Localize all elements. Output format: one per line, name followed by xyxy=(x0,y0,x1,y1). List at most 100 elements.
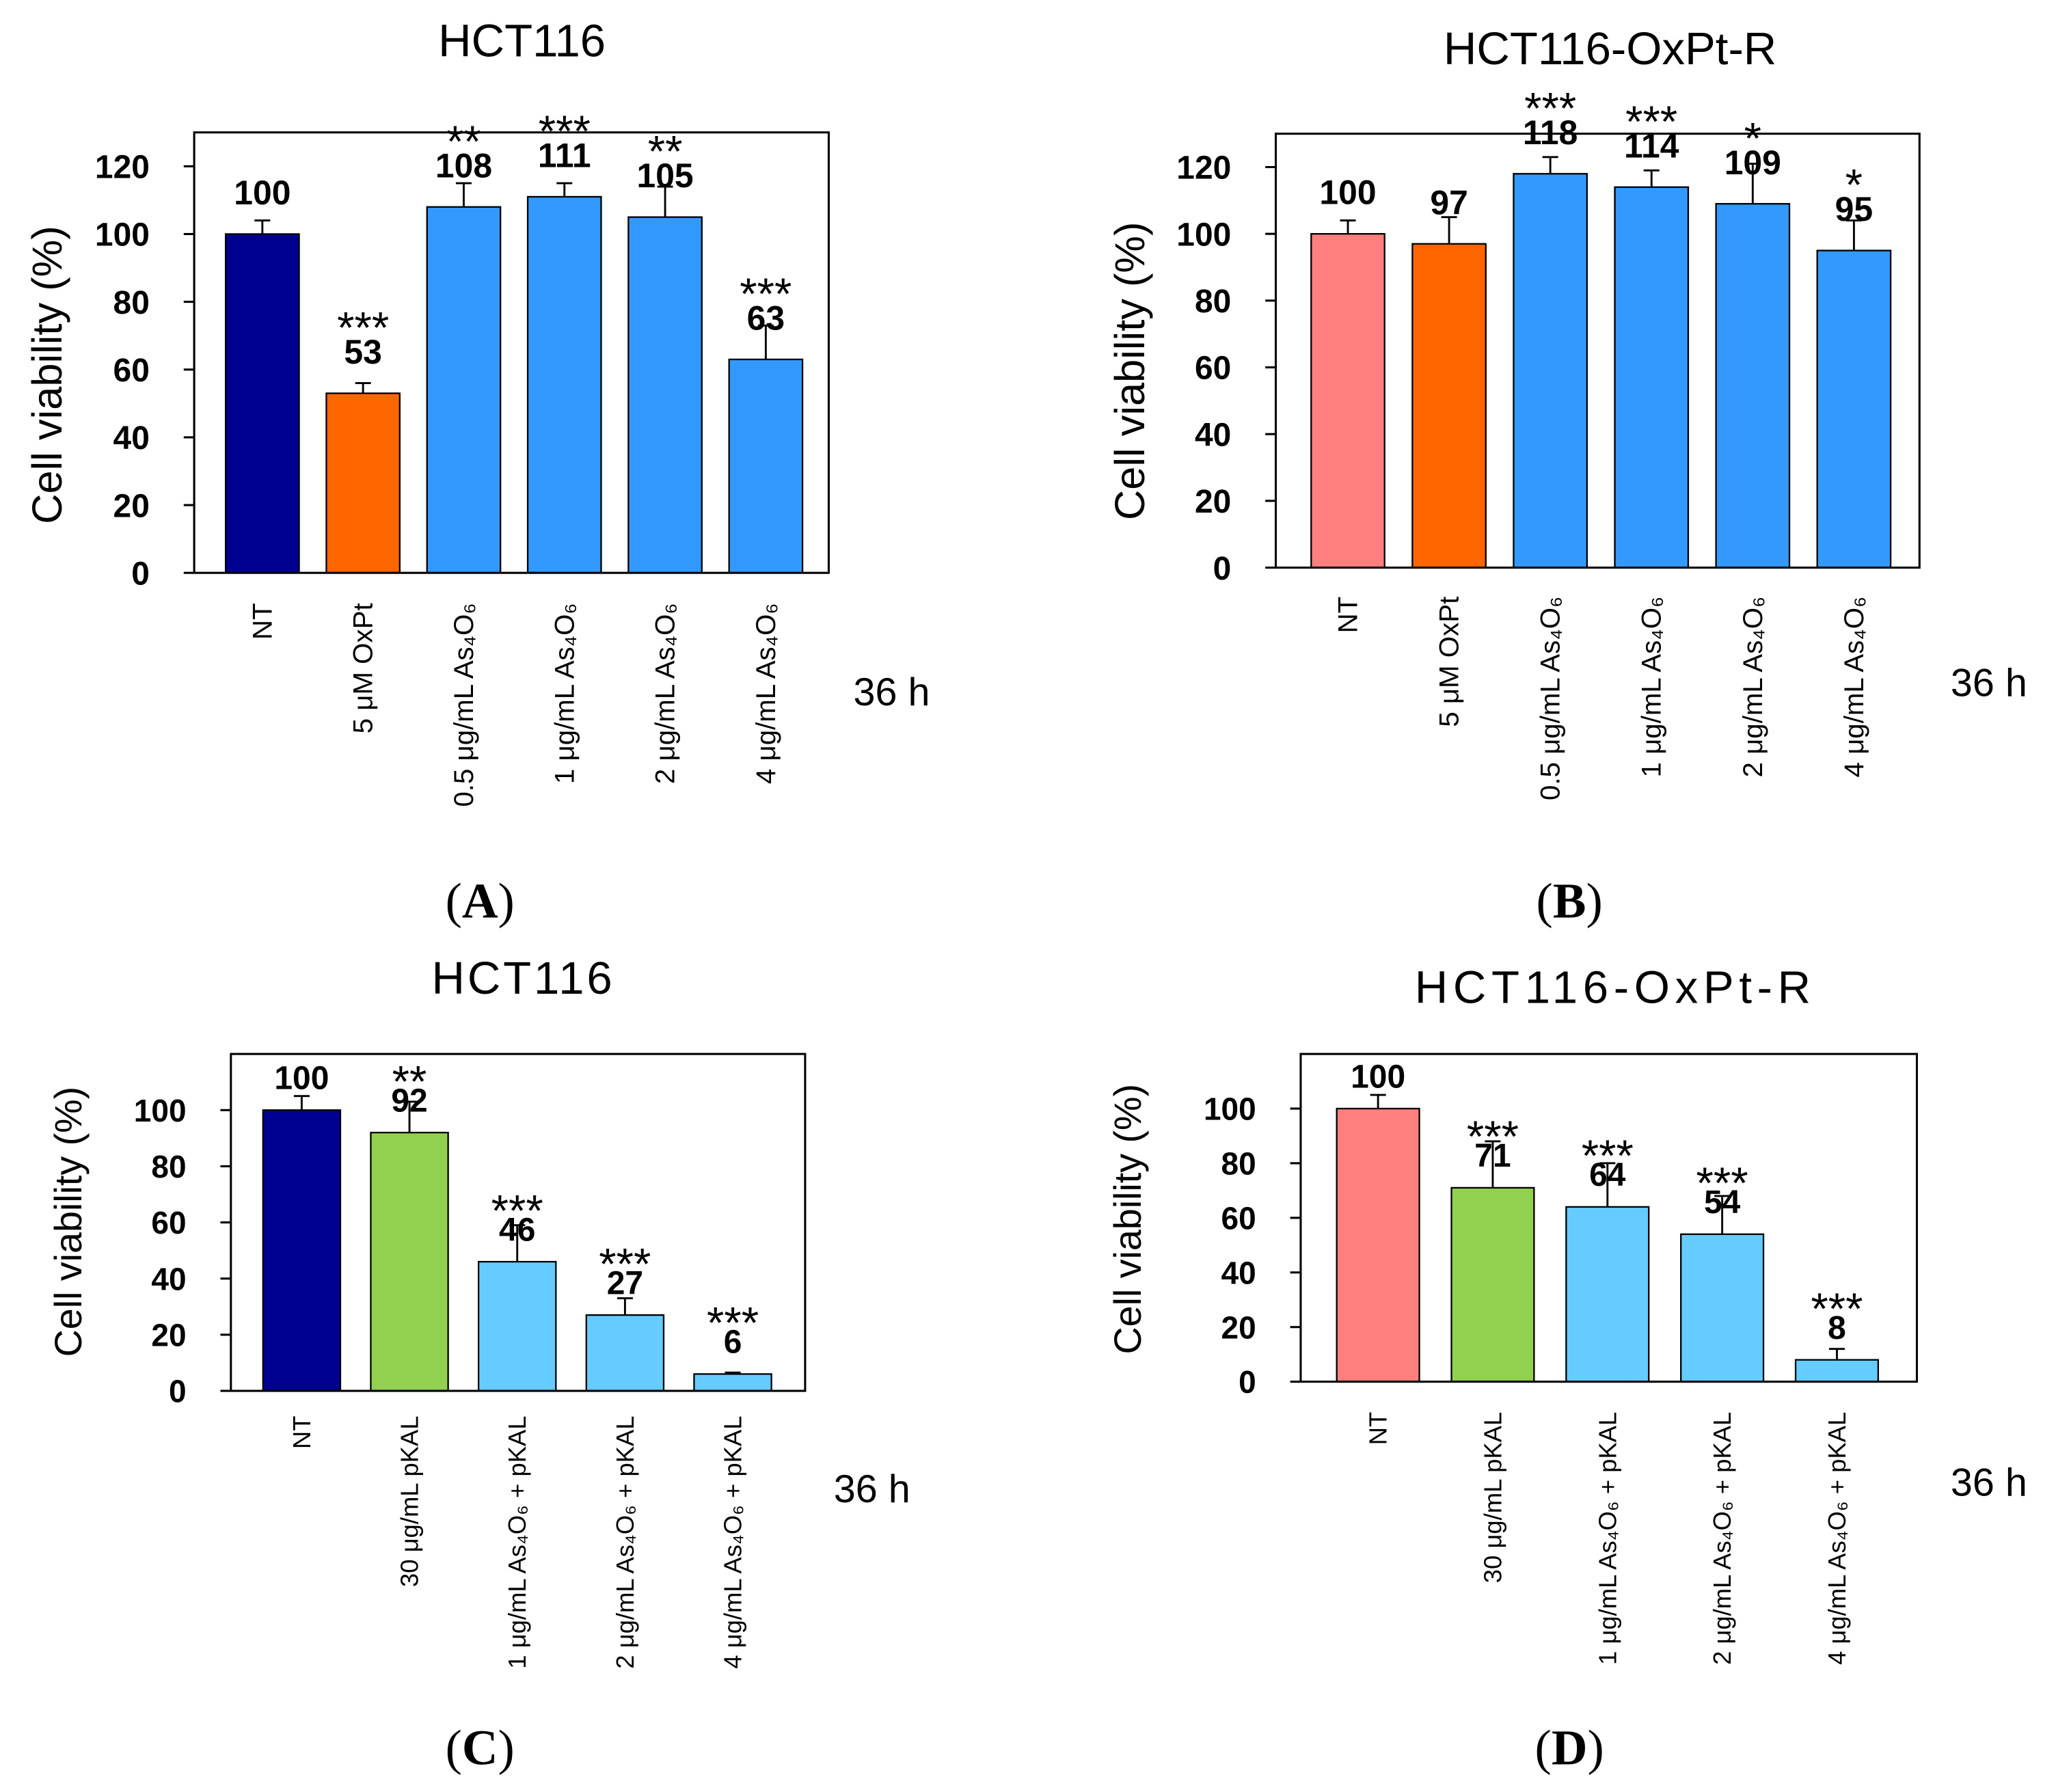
bar-1 xyxy=(262,1109,342,1392)
bar-1 xyxy=(1310,233,1385,569)
significance-stars: *** xyxy=(337,303,389,353)
significance-stars: *** xyxy=(740,269,792,318)
value-label: 118 xyxy=(1523,113,1578,152)
value-label: 97 xyxy=(1430,183,1467,221)
significance-stars: ** xyxy=(392,1057,427,1107)
panel-label-open: ( xyxy=(446,1720,462,1776)
y-tick-label: 100 xyxy=(1176,217,1231,253)
error-bar xyxy=(254,219,271,234)
significance-stars: ** xyxy=(446,116,481,166)
y-tick-label: 80 xyxy=(1221,1146,1256,1182)
value-label: 100 xyxy=(1351,1059,1405,1095)
value-label: 100 xyxy=(1319,174,1376,212)
bar-2 xyxy=(1450,1186,1535,1383)
y-tick-label: 60 xyxy=(1221,1200,1256,1236)
error-bar xyxy=(455,182,472,207)
category-label: NT xyxy=(1364,1412,1392,1445)
bar-4 xyxy=(1614,186,1690,569)
y-tick-label: 100 xyxy=(1204,1091,1256,1127)
value-label: 64 xyxy=(1589,1157,1626,1193)
significance-stars: ** xyxy=(648,126,683,176)
bar-4 xyxy=(1680,1233,1765,1383)
panel-label-letter: B xyxy=(1553,873,1586,929)
category-label: NT xyxy=(288,1416,316,1450)
panel-label: (C) xyxy=(446,1720,515,1776)
bar-3 xyxy=(1513,173,1588,569)
error-bar xyxy=(757,324,774,359)
value-label: 8 xyxy=(1828,1310,1846,1346)
y-tick-label: 80 xyxy=(113,285,150,321)
error-bar xyxy=(293,1095,310,1111)
category-label: 2 μg/mL As₄O₆ xyxy=(650,603,681,784)
category-label: NT xyxy=(1333,597,1364,634)
category-label: 2 μg/mL As₄O₆ xyxy=(1737,597,1768,778)
bar-3 xyxy=(1565,1206,1650,1383)
y-axis-label: Cell viability (%) xyxy=(1107,1084,1149,1355)
chart-panel-3: HCT116 Cell viability (%) 100 NT 92** 30 μg/m… xyxy=(47,953,910,1669)
error-bar xyxy=(1370,1094,1386,1109)
significance-stars: * xyxy=(1744,113,1761,163)
panel-label-close: ) xyxy=(498,873,515,929)
error-bar xyxy=(401,1100,418,1133)
significance-stars: *** xyxy=(599,1239,651,1289)
value-label: 100 xyxy=(234,174,290,212)
category-label: 30 μg/mL pKAL xyxy=(396,1416,424,1588)
category-label: 2 μg/mL As₄O₆ + pKAL xyxy=(1708,1412,1736,1665)
chart-panel-2: HCT116-OxPt-R Cell viability (%) 100 NT 97 5 … xyxy=(1107,23,2027,800)
chart-title: HCT116 xyxy=(432,953,615,1004)
panel-label: (A) xyxy=(446,873,515,929)
value-label: 100 xyxy=(274,1061,329,1097)
y-tick-label: 0 xyxy=(131,556,150,592)
error-bar xyxy=(725,1371,741,1374)
value-label: 111 xyxy=(538,136,591,174)
value-label: 92 xyxy=(391,1083,427,1119)
y-tick-label: 40 xyxy=(113,420,150,457)
bar-2 xyxy=(370,1131,449,1392)
error-bar xyxy=(657,185,673,217)
category-label: NT xyxy=(247,603,278,640)
significance-stars: *** xyxy=(707,1298,759,1348)
panel-label-open: ( xyxy=(446,873,462,929)
y-tick-label: 80 xyxy=(1195,284,1231,320)
y-axis-label: Cell viability (%) xyxy=(1107,222,1154,520)
panel-label-letter: D xyxy=(1552,1720,1588,1776)
y-tick-label: 20 xyxy=(1195,484,1231,520)
bar-3 xyxy=(426,206,502,574)
error-bar xyxy=(1485,1140,1501,1188)
y-tick-label: 0 xyxy=(1239,1364,1256,1400)
value-label: 63 xyxy=(747,299,785,337)
time-label: 36 h xyxy=(834,1467,910,1511)
bar-4 xyxy=(585,1314,665,1392)
time-label: 36 h xyxy=(1951,1461,2027,1505)
y-tick-label: 40 xyxy=(1221,1255,1256,1290)
bar-5 xyxy=(1715,203,1791,569)
bar-3 xyxy=(477,1260,557,1392)
time-label: 36 h xyxy=(854,670,930,714)
value-label: 109 xyxy=(1724,144,1781,182)
chart-title: HCT116 xyxy=(438,15,606,66)
y-axis-label: Cell viability (%) xyxy=(47,1087,90,1357)
bar-2 xyxy=(1411,243,1487,569)
significance-stars: *** xyxy=(539,106,591,156)
time-label: 36 h xyxy=(1951,661,2027,705)
value-label: 27 xyxy=(607,1265,643,1301)
y-tick-label: 60 xyxy=(113,353,150,389)
significance-stars: *** xyxy=(1524,83,1576,133)
bar-2 xyxy=(325,392,401,574)
value-label: 95 xyxy=(1835,190,1873,228)
error-bar xyxy=(1441,216,1457,244)
category-label: 1 μg/mL As₄O₆ + pKAL xyxy=(1593,1412,1621,1665)
significance-stars: *** xyxy=(1811,1284,1863,1333)
category-label: 4 μg/mL As₄O₆ xyxy=(1839,597,1869,778)
category-label: 4 μg/mL As₄O₆ + pKAL xyxy=(1823,1412,1851,1665)
y-tick-label: 0 xyxy=(169,1374,187,1409)
error-bar xyxy=(1599,1162,1616,1207)
y-tick-label: 100 xyxy=(95,217,150,254)
bar-1 xyxy=(224,233,300,574)
category-label: 1 μg/mL As₄O₆ + pKAL xyxy=(503,1416,531,1669)
significance-stars: *** xyxy=(1696,1158,1748,1208)
error-bar xyxy=(556,182,573,197)
panel-label-close: ) xyxy=(1586,873,1602,929)
